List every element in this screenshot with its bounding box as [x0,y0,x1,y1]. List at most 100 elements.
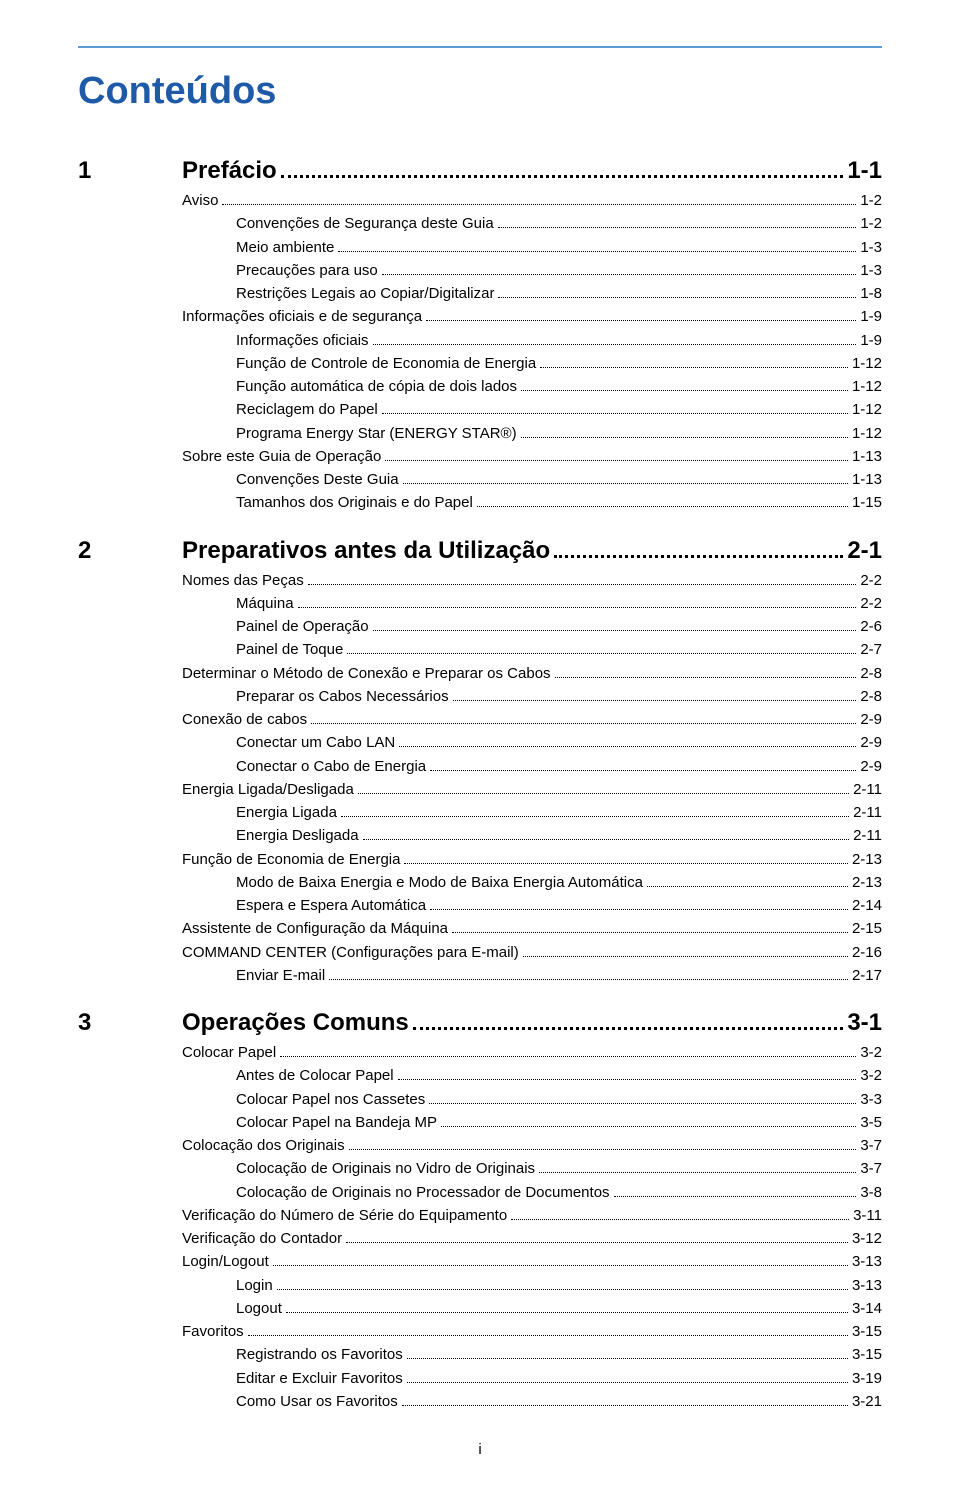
leader-dots [399,746,856,747]
toc-page: 2-13 [852,848,882,871]
toc-label: Energia Ligada [236,801,337,824]
leader-dots [498,227,857,228]
toc-page: 3-13 [852,1250,882,1273]
leader-dots [373,344,857,345]
toc-label: Energia Ligada/Desligada [182,778,354,801]
toc-row: Conexão de cabos 2-9 [182,708,882,731]
leader-dots [540,367,848,368]
toc-row: Colocar Papel3-2 [182,1041,882,1064]
toc-label: Reciclagem do Papel [236,398,378,421]
leader-dots [273,1265,848,1266]
leader-dots [222,204,856,205]
toc-label: Programa Energy Star (ENERGY STAR®) [236,422,517,445]
toc-row: Colocação dos Originais3-7 [182,1134,882,1157]
toc-row: Colocar Papel na Bandeja MP 3-5 [182,1111,882,1134]
chapter-row: 1Prefácio1-1 [78,157,882,185]
toc-page: 2-7 [860,638,882,661]
toc-label: Painel de Toque [236,638,343,661]
toc-row: Informações oficiais e de segurança 1-9 [182,305,882,328]
toc-row: Colocação de Originais no Processador de… [182,1181,882,1204]
leader-dots [346,1242,848,1243]
toc-label: Convenções Deste Guia [236,468,399,491]
chapter-row: 3Operações Comuns3-1 [78,1009,882,1037]
toc-label: Painel de Operação [236,615,369,638]
toc-row: Login3-13 [182,1274,882,1297]
chapter-heading: Prefácio1-1 [182,157,882,185]
toc-page: 3-21 [852,1390,882,1413]
leader-dots [521,437,848,438]
leader-dots [363,839,850,840]
leader-dots [286,1312,848,1313]
leader-dots [398,1079,857,1080]
toc-row: Energia Desligada2-11 [182,824,882,847]
toc-row: Determinar o Método de Conexão e Prepara… [182,662,882,685]
toc-row: Meio ambiente 1-3 [182,236,882,259]
toc-label: Restrições Legais ao Copiar/Digitalizar [236,282,494,305]
toc-page: 1-3 [860,236,882,259]
toc-row: Informações oficiais1-9 [182,329,882,352]
toc-row: Programa Energy Star (ENERGY STAR®) 1-12 [182,422,882,445]
leader-dots [402,1405,848,1406]
toc-label: Verificação do Número de Série do Equipa… [182,1204,507,1227]
toc-label: Aviso [182,189,218,212]
leader-dots [329,979,848,980]
leader-dots [429,1103,856,1104]
toc-row: Colocar Papel nos Cassetes3-3 [182,1088,882,1111]
toc-row: Registrando os Favoritos3-15 [182,1343,882,1366]
toc-page: 2-11 [853,778,882,801]
leader-dots [523,956,848,957]
toc-label: Sobre este Guia de Operação [182,445,381,468]
toc-label: Meio ambiente [236,236,334,259]
leader-dots [477,506,848,507]
toc-page: 3-7 [860,1134,882,1157]
chapter-page: 1-1 [847,157,882,185]
leader-dots [280,1056,856,1057]
toc-label: Verificação do Contador [182,1227,342,1250]
toc-label: Registrando os Favoritos [236,1343,403,1366]
leader-dots [404,863,847,864]
toc-page: 1-12 [852,422,882,445]
toc-page: 2-6 [860,615,882,638]
toc-page: 2-15 [852,917,882,940]
toc-page: 3-11 [853,1204,882,1227]
leader-dots [403,483,848,484]
leader-dots [382,274,857,275]
toc-row: Energia Ligada2-11 [182,801,882,824]
toc-page: 3-12 [852,1227,882,1250]
toc-label: Colocar Papel nos Cassetes [236,1088,425,1111]
chapter-heading: Preparativos antes da Utilização2-1 [182,537,882,565]
leader-dots [338,251,856,252]
toc-label: Modo de Baixa Energia e Modo de Baixa En… [236,871,643,894]
toc-page: 2-9 [860,708,882,731]
toc-page: 1-13 [852,468,882,491]
leader-dots [521,390,848,391]
toc-page: 2-8 [860,685,882,708]
toc-label: Como Usar os Favoritos [236,1390,398,1413]
toc-label: Convenções de Segurança deste Guia [236,212,494,235]
toc-row: Preparar os Cabos Necessários2-8 [182,685,882,708]
leader-dots [430,909,848,910]
toc-label: Enviar E-mail [236,964,325,987]
toc-label: Energia Desligada [236,824,359,847]
toc-label: Colocar Papel na Bandeja MP [236,1111,437,1134]
toc-page: 1-9 [860,305,882,328]
toc-row: Restrições Legais ao Copiar/Digitalizar1… [182,282,882,305]
toc-row: Favoritos3-15 [182,1320,882,1343]
toc-label: Precauções para uso [236,259,378,282]
toc-page: 3-5 [860,1111,882,1134]
chapter-title: Preparativos antes da Utilização [182,537,550,565]
top-rule [78,46,882,48]
leader-dots [341,816,849,817]
toc-row: Espera e Espera Automática2-14 [182,894,882,917]
toc-row: Conectar um Cabo LAN2-9 [182,731,882,754]
leader-dots [349,1149,857,1150]
leader-dots [358,793,849,794]
toc-label: Informações oficiais e de segurança [182,305,422,328]
toc-label: Função de Economia de Energia [182,848,400,871]
toc-page: 1-3 [860,259,882,282]
toc-label: Conexão de cabos [182,708,307,731]
toc-row: Função automática de cópia de dois lados… [182,375,882,398]
toc-label: Login [236,1274,273,1297]
toc-label: Informações oficiais [236,329,369,352]
toc-label: Colocação de Originais no Processador de… [236,1181,610,1204]
